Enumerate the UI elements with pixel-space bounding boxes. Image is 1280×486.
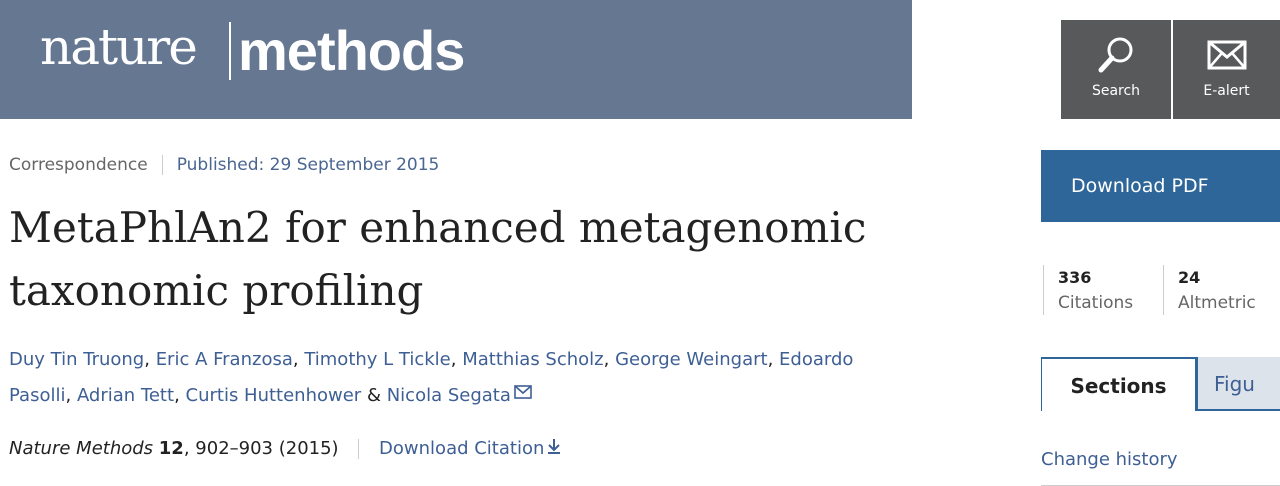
citation: Nature Methods 12, 902–903 (2015) Downlo…: [9, 438, 561, 459]
author-separator: ,: [292, 349, 305, 370]
tab[interactable]: Figu: [1196, 357, 1280, 411]
change-history-link[interactable]: Change history: [1041, 446, 1280, 486]
published-date: Published: 29 September 2015: [176, 155, 440, 175]
button-label: Search: [1091, 83, 1141, 99]
search-icon: [1098, 37, 1133, 73]
author-separator: ,: [65, 385, 77, 406]
author-link[interactable]: Curtis Huttenhower: [185, 385, 362, 406]
ealert-button[interactable]: E-alert: [1173, 20, 1280, 119]
metric-value: 336: [1058, 268, 1092, 287]
author-separator: ,: [144, 349, 156, 370]
author-link[interactable]: Matthias Scholz: [462, 349, 604, 370]
author-link[interactable]: Duy Tin Truong: [9, 349, 145, 370]
author-link[interactable]: Eric A Franzosa: [155, 349, 293, 370]
article-meta: Correspondence Published: 29 September 20…: [9, 155, 439, 175]
metric-label: Citations: [1058, 293, 1134, 313]
article-type: Correspondence: [9, 155, 148, 175]
author-link[interactable]: Nicola Segata: [386, 385, 511, 406]
author-link[interactable]: Timothy L Tickle: [304, 349, 451, 370]
pages: , 902–903 (2015): [183, 438, 339, 459]
metric[interactable]: 24 Altmetric: [1163, 265, 1280, 315]
author-separator: ,: [174, 385, 186, 406]
author-list: Duy Tin Truong, Eric A Franzosa, Timothy…: [9, 342, 909, 414]
tab[interactable]: Sections: [1041, 357, 1196, 411]
divider: [161, 155, 163, 175]
link-text: Download Citation: [379, 438, 545, 459]
divider: [358, 439, 360, 459]
metric[interactable]: 336 Citations: [1043, 265, 1162, 315]
author-separator: ,: [767, 349, 780, 370]
download-citation-link[interactable]: Download Citation: [379, 438, 561, 459]
metric-value: 24: [1178, 268, 1201, 287]
metric-label: Altmetric: [1178, 293, 1256, 313]
author-separator: ,: [450, 349, 463, 370]
search-button[interactable]: Search: [1061, 20, 1171, 119]
email-icon[interactable]: [514, 385, 532, 399]
mail-icon: [1207, 40, 1246, 70]
logo-divider: [229, 22, 231, 80]
button-label: Download PDF: [1071, 175, 1209, 197]
author-link[interactable]: Edoardo Pasolli: [9, 349, 854, 406]
journal-name: Nature Methods: [9, 438, 154, 459]
download-pdf-button[interactable]: Download PDF: [1041, 150, 1280, 222]
button-label: E-alert: [1203, 83, 1250, 99]
author-separator: ,: [603, 349, 616, 370]
volume: 12: [158, 438, 184, 459]
logo-text[interactable]: methods: [238, 19, 465, 82]
author-link[interactable]: George Weingart: [615, 349, 768, 370]
logo-text[interactable]: nature: [40, 18, 198, 76]
author-separator: &: [361, 385, 387, 406]
header: nature methods: [0, 0, 912, 119]
author-link[interactable]: Adrian Tett: [76, 385, 175, 406]
download-icon: [548, 439, 561, 454]
article-title: MetaPhlAn2 for enhanced metagenomic taxo…: [9, 203, 867, 315]
